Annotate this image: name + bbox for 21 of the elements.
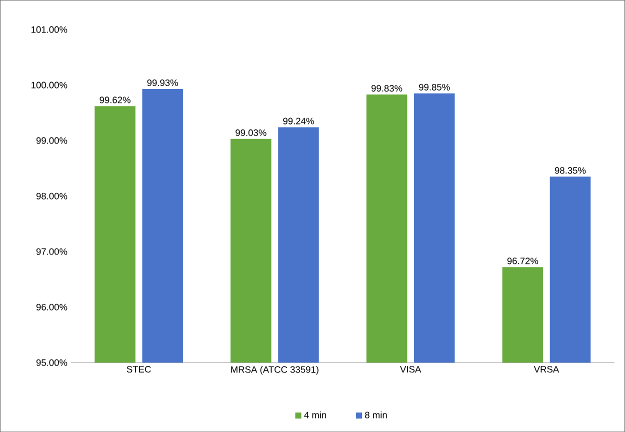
x-tick-label: VISA [400, 366, 422, 372]
x-tick-label: VRSA [534, 366, 560, 372]
data-label: 96.72% [507, 258, 538, 264]
y-tick-label: 101.00% [32, 26, 68, 33]
data-label: 99.24% [283, 118, 314, 124]
x-tick-label: MRSA (ATCC 33591) [231, 366, 318, 375]
y-tick-label: 96.00% [36, 304, 68, 310]
data-label: 99.93% [147, 79, 178, 86]
data-label: 99.85% [419, 84, 450, 90]
data-label: 99.83% [371, 84, 402, 92]
x-tick-label: STEC [126, 366, 151, 372]
legend-label: 4 min [304, 411, 326, 418]
data-label: 99.03% [236, 129, 266, 136]
y-tick-label: 95.00% [36, 359, 68, 366]
y-tick-label: 98.00% [36, 192, 68, 200]
y-tick-label: 97.00% [36, 248, 68, 255]
data-label: 98.35% [554, 167, 586, 174]
y-tick-label: 99.00% [36, 137, 68, 144]
legend-label: 8 min [365, 411, 387, 418]
data-label: 99.62% [100, 96, 130, 104]
y-tick-label: 100.00% [32, 82, 68, 88]
